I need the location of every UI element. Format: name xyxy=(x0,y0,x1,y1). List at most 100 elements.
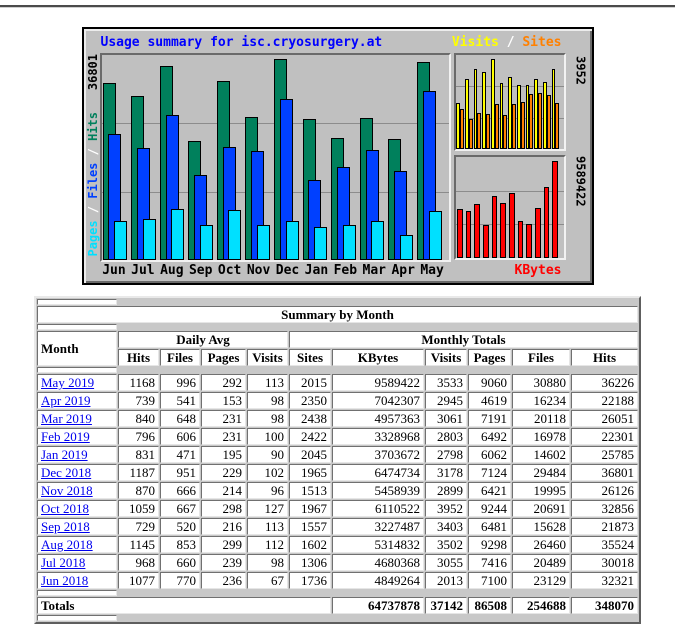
column-header-files: Files xyxy=(512,349,570,366)
column-header-visits: Visits xyxy=(247,349,288,366)
cell: 7191 xyxy=(468,410,511,427)
hits-files-pages-panel xyxy=(99,53,451,262)
cell: 231 xyxy=(201,410,246,427)
cell: 1557 xyxy=(289,518,331,535)
month-cell: Feb 2019 xyxy=(37,428,117,445)
cell: 4849264 xyxy=(332,572,424,589)
sites-bar xyxy=(468,119,473,149)
axis-pages-label: Pages xyxy=(85,220,100,257)
pages-bar xyxy=(199,225,213,260)
total-files: 254688 xyxy=(512,597,570,614)
cell: 1145 xyxy=(118,536,159,553)
cell: 22301 xyxy=(571,428,638,445)
kbytes-bar xyxy=(500,203,506,258)
cell: 6062 xyxy=(468,446,511,463)
cell: 660 xyxy=(160,554,200,571)
cell: 25785 xyxy=(571,446,638,463)
month-cell: May 2019 xyxy=(37,374,117,391)
cell: 3952 xyxy=(425,500,467,517)
kbytes-bar xyxy=(509,193,515,258)
month-axis-label: Oct xyxy=(217,263,242,278)
month-link[interactable]: Feb 2019 xyxy=(41,429,90,444)
column-header-sites: Sites xyxy=(289,349,331,366)
cell: 3403 xyxy=(425,518,467,535)
cell: 666 xyxy=(160,482,200,499)
cell: 16978 xyxy=(512,428,570,445)
cell: 16234 xyxy=(512,392,570,409)
pages-bar xyxy=(257,225,270,260)
cell: 2899 xyxy=(425,482,467,499)
cell: 4957363 xyxy=(332,410,424,427)
sites-bar xyxy=(503,115,508,149)
cell: 2350 xyxy=(289,392,331,409)
month-axis-label: Jan xyxy=(304,263,329,278)
legend-separator: / xyxy=(498,35,523,50)
table-row: Mar 2019 840 648 231 98 2438 4957363 3061 7191 20… xyxy=(37,410,638,427)
visits-bar xyxy=(525,85,530,149)
sites-bar xyxy=(546,95,551,149)
month-cell: Mar 2019 xyxy=(37,410,117,427)
spacer-row xyxy=(37,367,638,373)
month-link[interactable]: Apr 2019 xyxy=(41,393,91,408)
month-axis-label: May xyxy=(420,263,444,278)
cell: 840 xyxy=(118,410,159,427)
cell: 32856 xyxy=(571,500,638,517)
cell: 9298 xyxy=(468,536,511,553)
month-axis-label: Mar xyxy=(362,263,386,278)
month-link[interactable]: Nov 2018 xyxy=(41,483,93,498)
cell: 648 xyxy=(160,410,200,427)
month-link[interactable]: Jul 2018 xyxy=(41,555,86,570)
visits-bar xyxy=(491,59,495,149)
page-heading-text: Usage Statistics for isc.cryosurgery.at xyxy=(2,0,675,1)
month-link[interactable]: Dec 2018 xyxy=(41,465,92,480)
cell: 23129 xyxy=(512,572,570,589)
cell: 3502 xyxy=(425,536,467,553)
spacer-cell xyxy=(37,367,117,373)
cell: 113 xyxy=(247,374,288,391)
month-link[interactable]: Sep 2018 xyxy=(41,519,90,534)
column-header-files: Files xyxy=(160,349,200,366)
cell: 195 xyxy=(201,446,246,463)
cell: 831 xyxy=(118,446,159,463)
cell: 29484 xyxy=(512,464,570,481)
sub-header-row: Hits Files Pages Visits Sites KBytes Visits Pag… xyxy=(37,349,638,366)
month-link[interactable]: May 2019 xyxy=(41,375,95,390)
cell: 729 xyxy=(118,518,159,535)
cell: 299 xyxy=(201,536,246,553)
cell: 7042307 xyxy=(332,392,424,409)
cell: 1059 xyxy=(118,500,159,517)
cell: 22188 xyxy=(571,392,638,409)
column-header-hits: Hits xyxy=(118,349,159,366)
month-link[interactable]: Jan 2019 xyxy=(41,447,88,462)
cell: 3227487 xyxy=(332,518,424,535)
spacer-row xyxy=(37,615,638,621)
cell: 1077 xyxy=(118,572,159,589)
cell: 739 xyxy=(118,392,159,409)
cell: 541 xyxy=(160,392,200,409)
cell: 3533 xyxy=(425,374,467,391)
sites-bar xyxy=(494,104,499,149)
month-cell: Aug 2018 xyxy=(37,536,117,553)
cell: 968 xyxy=(118,554,159,571)
cell: 520 xyxy=(160,518,200,535)
kbytes-bar xyxy=(526,224,532,258)
table-title-row: Summary by Month xyxy=(37,306,638,323)
cell: 1967 xyxy=(289,500,331,517)
month-cell: Dec 2018 xyxy=(37,464,117,481)
month-link[interactable]: Aug 2018 xyxy=(41,537,93,552)
month-axis-label: Sep xyxy=(188,263,213,278)
spacer-cell xyxy=(37,324,117,330)
cell: 26051 xyxy=(571,410,638,427)
cell: 2045 xyxy=(289,446,331,463)
month-link[interactable]: Mar 2019 xyxy=(41,411,92,426)
month-link[interactable]: Oct 2018 xyxy=(41,501,90,516)
cell: 4619 xyxy=(468,392,511,409)
cell: 951 xyxy=(160,464,200,481)
kbytes-panel xyxy=(453,155,566,260)
cell: 30018 xyxy=(571,554,638,571)
cell: 1965 xyxy=(289,464,331,481)
visits-bar xyxy=(456,103,460,149)
pages-bar xyxy=(428,211,442,260)
month-link[interactable]: Jun 2018 xyxy=(41,573,89,588)
axis-hits-label: Hits xyxy=(85,112,100,142)
